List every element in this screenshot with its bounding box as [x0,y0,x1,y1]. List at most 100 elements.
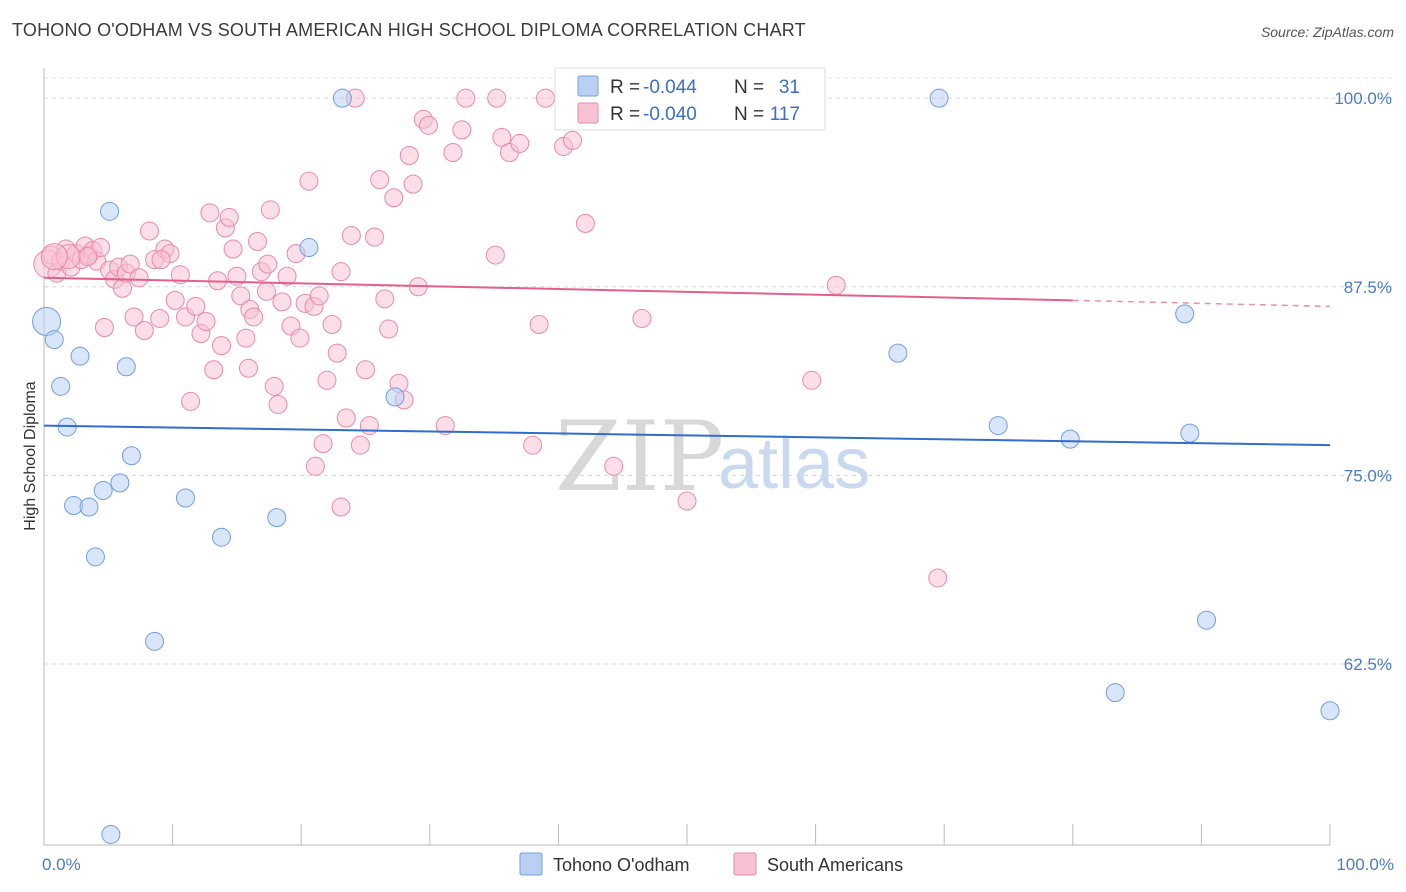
south-americans-point [399,146,419,166]
south-americans-point [256,281,276,301]
south-americans-point [487,88,507,108]
bottom-legend-tohono: Tohono O'odham [553,855,690,875]
south-americans-point [200,203,220,223]
south-americans-point [91,238,111,258]
south-americans-point [264,376,284,396]
south-americans-point [575,213,595,233]
tohono-oodham-point [175,488,195,508]
south-americans-point [268,394,288,414]
south-americans-point [129,268,149,288]
south-americans-point [299,171,319,191]
south-americans-point [150,308,170,328]
south-americans-point [124,307,144,327]
tohono-oodham-point [93,480,113,500]
south-americans-point [435,416,455,436]
south-americans-point [341,225,361,245]
legend-swatch-south-americans [577,102,599,124]
south-americans-point [604,456,624,476]
south-americans-point [327,343,347,363]
tohono-oodham-point [211,527,231,547]
south-americans-point [258,254,278,274]
trendline-south-americans-extension [1072,299,1331,308]
tohono-oodham-point [385,387,405,407]
south-americans-point [211,336,231,356]
south-americans-point [309,286,329,306]
legend-n-value: 117 [770,104,800,125]
bottom-legend-south-americans: South Americans [767,855,903,875]
south-americans-point [336,408,356,428]
tohono-oodham-point [1320,701,1340,721]
correlation-legend: R = -0.044 N = 31 R = -0.040 N = 117 [554,67,826,131]
south-americans-point [322,314,342,334]
tohono-oodham-point [51,376,71,396]
south-americans-point [529,314,549,334]
tohono-oodham-point [1105,683,1125,703]
south-americans-point [227,266,247,286]
south-americans-point [370,170,390,190]
south-americans-point [485,245,505,265]
south-americans-point [186,296,206,316]
legend-box [554,67,826,131]
south-americans-point [452,120,472,140]
tohono-oodham-point [57,417,77,437]
south-americans-point [536,88,556,108]
tohono-oodham-point [70,346,90,366]
south-americans-point [170,265,190,285]
south-americans-point [165,290,185,310]
legend-r-label: R = [610,77,640,98]
south-americans-point [94,318,114,338]
south-americans-point [510,133,530,153]
south-americans-point [356,360,375,380]
axes [43,68,1330,846]
south-americans-point [120,254,140,274]
y-tick-label: 62.5% [1344,655,1392,674]
south-americans-point [563,130,583,150]
south-americans-point [403,174,423,194]
south-americans-point [331,262,351,282]
tohono-oodham-point [1197,610,1217,630]
bottom-legend-swatch-tohono [519,852,543,876]
chart-title: TOHONO O'ODHAM VS SOUTH AMERICAN HIGH SC… [12,20,806,40]
south-americans-point [492,127,512,147]
tohono-oodham-point [121,446,141,466]
south-americans-point [236,328,256,348]
south-americans-point [384,188,404,208]
trendline-south-americans [43,276,1073,302]
tohono-oodham-point [888,343,908,363]
legend-r-value: -0.040 [643,104,697,125]
south-americans-point [260,200,280,220]
y-axis-label: High School Diploma [22,381,39,531]
south-americans-point [632,308,652,328]
south-americans-point [78,247,98,267]
tohono-oodham-point [988,416,1008,436]
south-americans-point [181,391,201,411]
south-americans-point [272,292,292,312]
south-americans-point [305,456,325,476]
tohono-oodham-point [1060,429,1080,449]
trendline-tohono-oodham [43,424,1331,447]
tohono-oodham-point [1175,304,1195,324]
y-tick-label: 75.0% [1344,466,1392,485]
south-americans-point [365,227,385,247]
legend-r-value: -0.044 [643,77,697,98]
tohono-oodham-point [44,330,64,350]
bottom-legend-swatch-south-americans [733,852,757,876]
south-americans-point [802,370,822,390]
trendlines [43,276,1331,447]
tohono-oodham-point [299,238,319,258]
south-americans-point [317,370,337,390]
series-legend: Tohono O'odham South Americans [519,852,903,876]
tohono-oodham-point [110,473,130,493]
tick-labels: 62.5% 75.0% 87.5% 100.0% 0.0% 100.0% [42,89,1394,874]
south-americans-point [134,321,154,341]
south-americans-point [456,88,476,108]
south-americans-point [443,142,463,162]
south-americans-point [40,243,68,271]
tohono-oodham-point [267,508,287,528]
south-americans-point [277,266,297,286]
south-americans-point [350,435,370,455]
y-tick-label: 87.5% [1344,278,1392,297]
south-americans-point [151,250,171,270]
south-americans-point [677,491,697,511]
tohono-oodham-point [145,631,165,651]
